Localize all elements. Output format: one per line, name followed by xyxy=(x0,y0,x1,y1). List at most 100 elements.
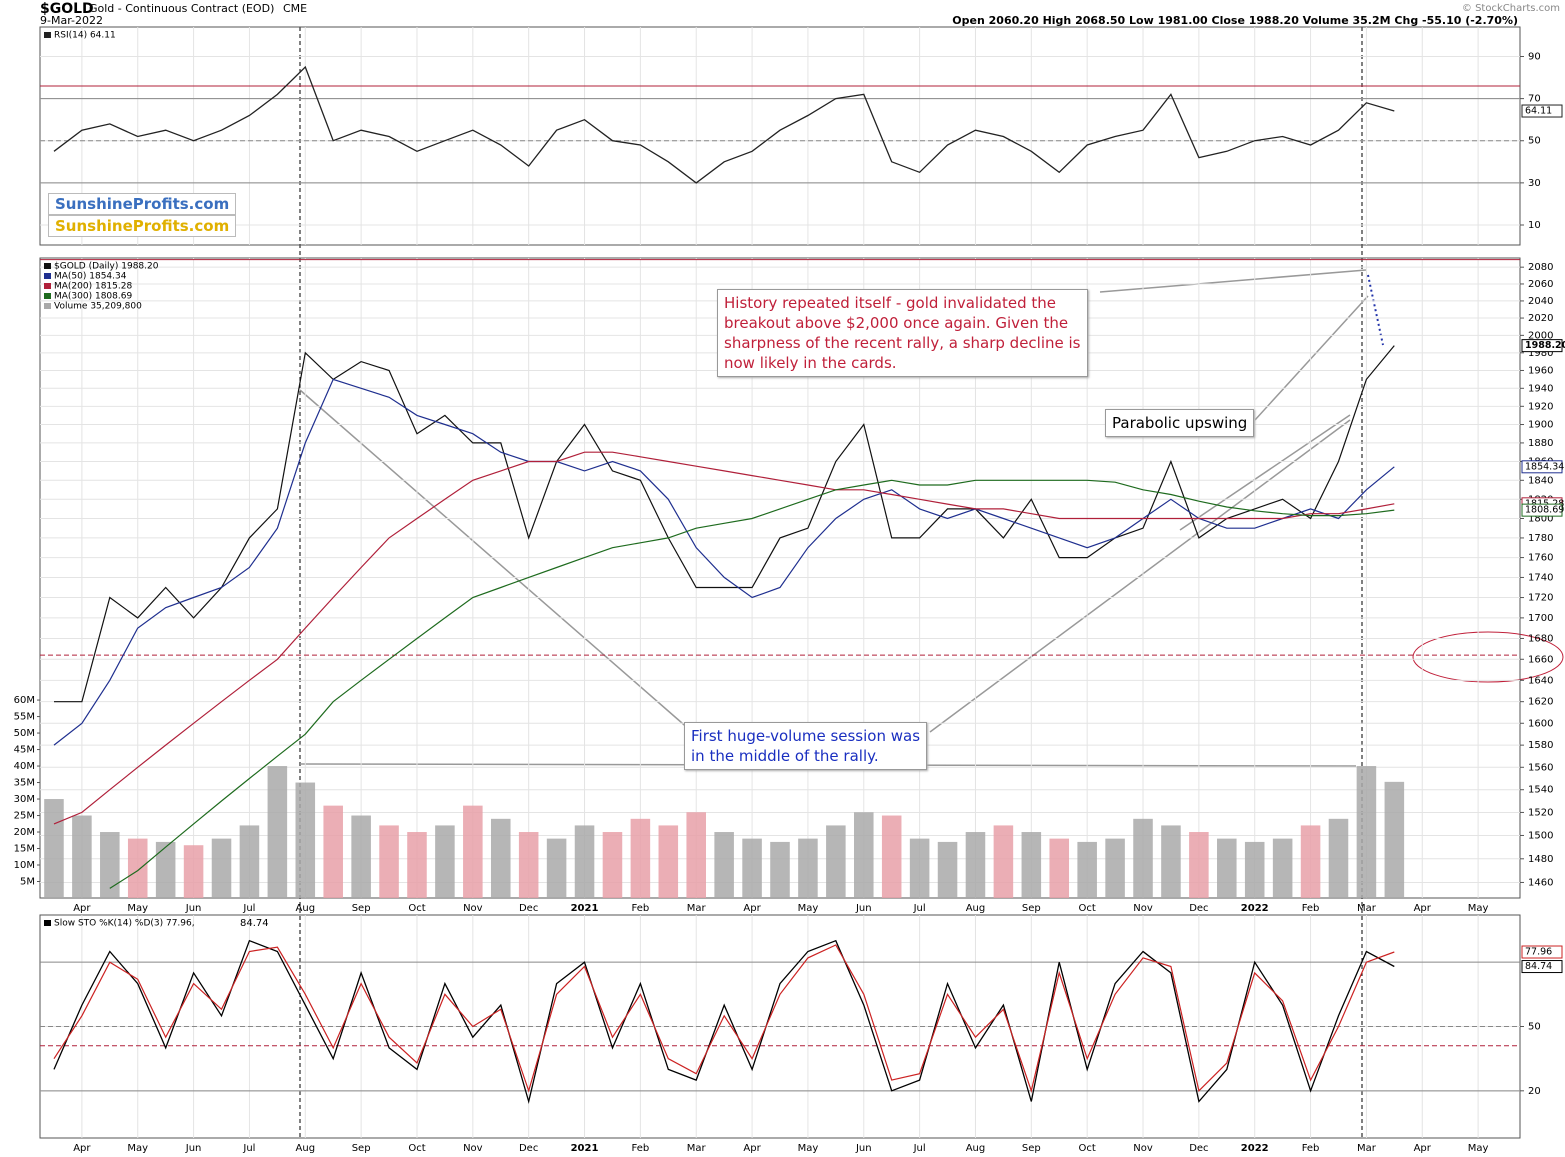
volume-bar xyxy=(1328,818,1349,898)
instrument-name: Gold - Continuous Contract (EOD) xyxy=(89,2,274,15)
x-tick-label: Nov xyxy=(1133,1143,1153,1154)
annotation-line: in the middle of the rally. xyxy=(691,747,879,765)
y-tick-label: 1520 xyxy=(1528,807,1553,818)
value-tag-box xyxy=(1521,503,1563,517)
annotation-line: breakout above $2,000 once again. Given … xyxy=(724,314,1069,332)
x-tick-label: Feb xyxy=(1302,1143,1320,1154)
y-tick-label: 1480 xyxy=(1528,854,1553,865)
x-tick-label: Apr xyxy=(1414,903,1432,914)
y-tick-label: 30 xyxy=(1528,178,1541,189)
value-tag: 64.11 xyxy=(1525,106,1552,117)
volume-bar xyxy=(1384,781,1405,898)
volume-bar xyxy=(602,832,623,898)
date: 9-Mar-2022 xyxy=(40,14,103,27)
volume-bar xyxy=(211,838,232,898)
legend-entry: MA(300) 1808.69 xyxy=(54,292,132,302)
y-tick-label: 2080 xyxy=(1528,262,1553,273)
x-tick-label: May xyxy=(127,1143,148,1154)
y-tick-label: 1980 xyxy=(1528,348,1553,359)
y-tick-label: 1680 xyxy=(1528,633,1553,644)
annotation: History repeated itself - gold invalidat… xyxy=(717,289,1088,377)
plot xyxy=(40,27,1520,245)
y2-tick-label: 40M xyxy=(14,761,35,772)
y-tick-label: 2020 xyxy=(1528,313,1553,324)
volume-bar xyxy=(1356,766,1377,898)
annotation-line: History repeated itself - gold invalidat… xyxy=(724,294,1056,312)
y-tick-label: 90 xyxy=(1528,51,1541,62)
logo: SunshineProfits.com xyxy=(48,193,237,215)
y-tick-label: 1900 xyxy=(1528,420,1553,431)
x-tick-label: Feb xyxy=(632,1143,650,1154)
x-tick-label: Jul xyxy=(242,903,255,914)
y-tick-label: 2060 xyxy=(1528,279,1553,290)
volume-bar xyxy=(1161,825,1181,898)
volume-bar xyxy=(937,841,958,898)
y2-tick-label: 10M xyxy=(14,860,35,871)
value-tag-box xyxy=(1521,960,1563,974)
volume-bar xyxy=(490,818,511,898)
volume-bar xyxy=(1244,841,1265,898)
volume-bar xyxy=(965,832,986,898)
y2-tick-label: 35M xyxy=(14,778,35,789)
x-tick-label: Dec xyxy=(1189,1143,1208,1154)
x-tick-label: Feb xyxy=(632,903,650,914)
y-tick-label: 1640 xyxy=(1528,675,1553,686)
legend-swatch xyxy=(44,303,51,309)
volume-bar xyxy=(714,832,734,898)
volume-bar xyxy=(798,838,818,898)
x-tick-label: Mar xyxy=(1357,903,1377,914)
legend-entry: Slow STO %K(14) %D(3) 77.96, xyxy=(54,919,195,929)
value-tag: 77.96 xyxy=(1525,947,1552,958)
volume-bar xyxy=(295,782,316,898)
y2-tick-label: 50M xyxy=(14,728,35,739)
volume-bar xyxy=(183,845,204,898)
x-tick-label: Nov xyxy=(1133,903,1153,914)
x-tick-label: Dec xyxy=(519,903,538,914)
volume-bar xyxy=(100,832,120,898)
x-tick-label: Mar xyxy=(1357,1143,1377,1154)
y-tick-label: 1740 xyxy=(1528,572,1553,583)
volume-bar xyxy=(909,838,930,898)
volume-bar xyxy=(686,812,706,898)
y-tick-label: 1500 xyxy=(1528,830,1553,841)
y2-tick-label: 30M xyxy=(14,794,35,805)
copyright: © StockCharts.com xyxy=(1462,3,1560,14)
y-tick-label: 1700 xyxy=(1528,613,1553,624)
x-tick-label: Dec xyxy=(1189,903,1208,914)
x-tick-label: Oct xyxy=(408,1143,425,1154)
x-tick-label: May xyxy=(798,1143,819,1154)
x-tick-label: Sep xyxy=(1022,1143,1041,1154)
volume-bar xyxy=(239,825,260,898)
x-tick-label: Jun xyxy=(185,1143,202,1154)
volume-bar xyxy=(881,815,902,898)
value-tag-box xyxy=(1521,104,1563,118)
volume-bar xyxy=(1189,832,1209,898)
x-tick-label: Jul xyxy=(913,1143,926,1154)
x-tick-label: Mar xyxy=(687,1143,707,1154)
volume-bar xyxy=(44,799,64,898)
y-tick-label: 1800 xyxy=(1528,514,1553,525)
x-tick-label: 2021 xyxy=(571,1143,599,1154)
x-tick-label: May xyxy=(1468,1143,1489,1154)
legend-swatch xyxy=(44,293,51,299)
x-tick-label: May xyxy=(798,903,819,914)
volume-bar xyxy=(1049,838,1070,898)
series-line xyxy=(109,479,1395,889)
panel-frame xyxy=(39,26,1521,246)
y2-tick-label: 5M xyxy=(20,877,35,888)
y-tick-label: 2040 xyxy=(1528,296,1553,307)
series-line xyxy=(53,939,1395,1105)
x-tick-label: Nov xyxy=(463,903,483,914)
y-tick-label: 1780 xyxy=(1528,533,1553,544)
value-tag-box xyxy=(1521,339,1563,353)
x-tick-label: Dec xyxy=(519,1143,538,1154)
y-tick-label: 1840 xyxy=(1528,475,1553,486)
annotation: First huge-volume session was in the mid… xyxy=(684,722,928,770)
annotation-line: Parabolic upswing xyxy=(1112,414,1248,432)
x-tick-label: Oct xyxy=(1079,903,1096,914)
volume-bar xyxy=(72,815,92,898)
drop-line xyxy=(1367,274,1384,346)
series-line xyxy=(53,451,1395,825)
y-tick-label: 1620 xyxy=(1528,697,1553,708)
legend-entry: MA(50) 1854.34 xyxy=(54,272,127,282)
